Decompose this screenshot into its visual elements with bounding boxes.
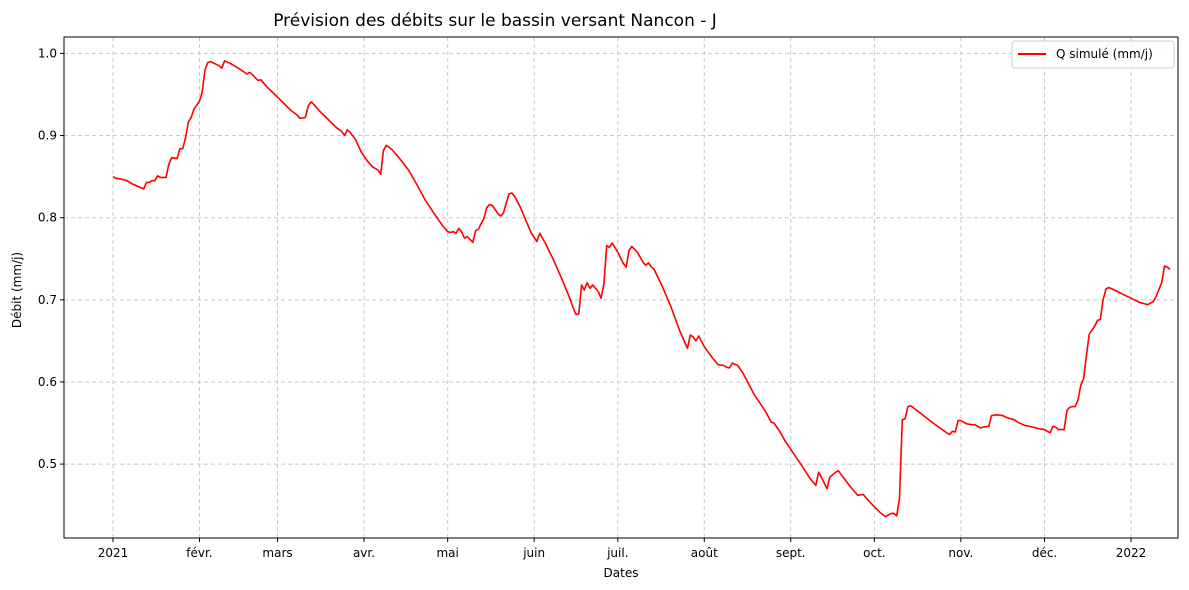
x-tick-label: nov. <box>948 546 973 560</box>
x-axis-ticks: 2021 févr. mars avr. mai juin juil. août sept. oc… <box>98 538 1147 560</box>
y-axis-ticks: 0.5 0.6 0.7 0.8 0.9 1.0 <box>38 46 64 471</box>
x-tick-label: oct. <box>863 546 885 560</box>
x-tick-label: mars <box>262 546 292 560</box>
x-tick-label: 2021 <box>98 546 129 560</box>
y-tick-label: 0.5 <box>38 457 57 471</box>
x-tick-label: 2022 <box>1116 546 1147 560</box>
x-tick-label: mai <box>436 546 458 560</box>
legend-label: Q simulé (mm/j) <box>1056 47 1153 61</box>
y-tick-label: 0.6 <box>38 375 57 389</box>
y-gridlines <box>64 52 1178 465</box>
y-tick-label: 0.8 <box>38 211 57 225</box>
y-tick-label: 1.0 <box>38 46 57 60</box>
legend: Q simulé (mm/j) <box>1011 40 1175 69</box>
y-tick-label: 0.9 <box>38 129 57 143</box>
x-tick-label: déc. <box>1032 546 1057 560</box>
x-tick-label: juil. <box>606 546 628 560</box>
y-tick-label: 0.7 <box>38 293 57 307</box>
series-line <box>112 59 1171 518</box>
x-tick-label: juin <box>522 546 545 560</box>
x-axis-label: Dates <box>604 566 639 580</box>
legend-box <box>1011 40 1175 69</box>
x-tick-label: avr. <box>353 546 375 560</box>
y-axis-label: Débit (mm/j) <box>10 252 24 328</box>
plot-area-frame <box>63 36 1179 539</box>
chart-title: Prévision des débits sur le bassin versa… <box>273 11 717 31</box>
x-gridlines <box>112 37 1132 538</box>
x-tick-label: févr. <box>186 546 212 560</box>
x-tick-label: sept. <box>776 546 806 560</box>
series-layer <box>112 59 1171 518</box>
x-tick-label: août <box>691 546 718 560</box>
